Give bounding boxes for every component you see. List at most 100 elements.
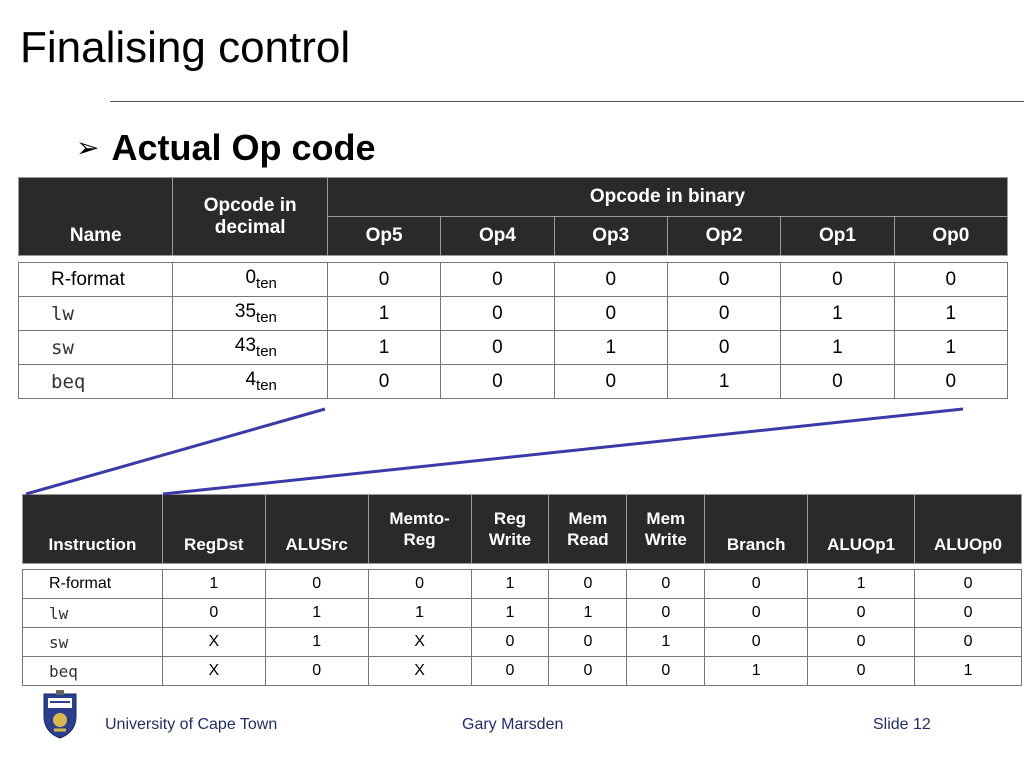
header-op0: Op0 — [893, 216, 1009, 256]
control-value-cell: 0 — [264, 656, 369, 686]
control-value-cell: 1 — [626, 627, 706, 657]
opcode-row: sw 43ten 1 0 1 0 1 1 — [17, 330, 1009, 365]
control-value-cell: 1 — [264, 598, 369, 628]
opcode-bit-cell: 0 — [893, 364, 1009, 399]
opcode-bit-cell: 0 — [553, 364, 668, 399]
control-value-cell: 1 — [264, 627, 369, 657]
header-decimal: Opcode in decimal — [172, 177, 328, 256]
opcode-bit-cell: 0 — [666, 330, 782, 365]
opcode-row: beq 4ten 0 0 0 1 0 0 — [17, 364, 1009, 399]
header-op2: Op2 — [666, 216, 782, 256]
control-header-cell: RegDst — [161, 494, 266, 564]
control-table: Instruction RegDst ALUSrc Memto- Reg Reg Write… — [22, 494, 1022, 686]
connector-line-right — [162, 407, 964, 496]
control-value-cell: 1 — [914, 656, 1022, 686]
decimal-subscript: ten — [256, 343, 277, 360]
opcode-bit-cell: 0 — [666, 262, 782, 297]
opcode-bit-cell: 1 — [666, 364, 782, 399]
control-value-cell: 1 — [807, 569, 916, 599]
header-binary: Opcode in binary — [326, 177, 1009, 217]
control-header-cell: ALUSrc — [264, 494, 369, 564]
decimal-subscript: ten — [256, 377, 277, 394]
bullet-item: ➢ Actual Op code — [76, 130, 376, 166]
header-line1: Mem — [568, 508, 608, 528]
header-line1: RegDst — [184, 534, 244, 554]
header-line2: Write — [488, 530, 532, 549]
control-value-cell: 0 — [914, 627, 1022, 657]
control-row-name: lw — [22, 598, 163, 628]
control-value-cell: 0 — [548, 656, 628, 686]
control-header-row: Instruction RegDst ALUSrc Memto- Reg Reg Write… — [22, 494, 1022, 564]
opcode-row-decimal: 4ten — [172, 364, 328, 399]
header-decimal-line2: decimal — [214, 216, 286, 238]
opcode-table-body: R-format 0ten 0 0 0 0 0 0 lw 35ten 1 0 0 0 1 1 sw 43ten 1 0… — [17, 262, 1009, 399]
control-row-name: sw — [22, 627, 163, 657]
control-value-cell: 1 — [470, 598, 550, 628]
header-op3: Op3 — [553, 216, 668, 256]
opcode-row-name: lw — [17, 296, 174, 331]
opcode-row-decimal: 43ten — [172, 330, 328, 365]
opcode-bit-cell: 0 — [780, 262, 895, 297]
bullet-text: Actual Op code — [111, 127, 376, 168]
header-line1: Memto- — [389, 508, 450, 528]
control-header-cell: Memto- Reg — [367, 494, 472, 564]
header-line1: ALUOp1 — [827, 534, 896, 554]
footer-slide-number: Slide 12 — [873, 716, 931, 733]
header-line1: Mem — [646, 508, 686, 528]
control-row-name: beq — [22, 656, 163, 686]
header-line1: ALUOp0 — [934, 534, 1003, 554]
control-value-cell: 0 — [367, 569, 472, 599]
opcode-bit-cell: 0 — [440, 296, 555, 331]
header-line1: Branch — [726, 534, 786, 554]
header-name: Name — [17, 177, 174, 256]
opcode-bit-cell: 1 — [893, 330, 1009, 365]
control-value-cell: 1 — [704, 656, 809, 686]
control-header-cell: Mem Write — [626, 494, 706, 564]
control-header-cell: Instruction — [22, 494, 163, 564]
control-table-body: R-format 1 0 0 1 0 0 0 1 0 lw 0 1 1 1 1 0 0 0 0 sw X 1 X 0 0 1 0 0 0 b… — [22, 569, 1022, 686]
opcode-bit-cell: 1 — [780, 330, 895, 365]
header-line1: Instruction — [48, 534, 137, 554]
control-value-cell: 0 — [264, 569, 369, 599]
control-header-cell: Branch — [704, 494, 809, 564]
opcode-bit-cell: 0 — [553, 296, 668, 331]
title-divider — [110, 101, 1024, 102]
header-line2: Read — [567, 530, 609, 549]
slide-title: Finalising control — [20, 23, 351, 72]
opcode-row: lw 35ten 1 0 0 0 1 1 — [17, 296, 1009, 331]
footer-author: Gary Marsden — [462, 716, 564, 733]
control-value-cell: 0 — [161, 598, 266, 628]
arrow-bullet-icon: ➢ — [76, 132, 100, 163]
decimal-value: 35 — [234, 301, 257, 322]
control-value-cell: 0 — [548, 627, 628, 657]
decimal-subscript: ten — [256, 275, 277, 292]
university-crest-icon — [43, 690, 77, 739]
decimal-value: 4 — [245, 369, 257, 390]
connector-line-left — [25, 407, 326, 496]
control-row: beq X 0 X 0 0 0 1 0 1 — [22, 656, 1022, 686]
control-value-cell: 1 — [367, 598, 472, 628]
header-line1: ALUSrc — [285, 534, 348, 554]
header-decimal-line1: Opcode in — [203, 194, 297, 216]
control-value-cell: 0 — [807, 627, 916, 657]
decimal-subscript: ten — [256, 309, 277, 326]
control-value-cell: 0 — [548, 569, 628, 599]
control-header-cell: Mem Read — [548, 494, 628, 564]
header-line1: Reg — [493, 508, 527, 528]
control-header-cell: ALUOp1 — [807, 494, 916, 564]
opcode-row: R-format 0ten 0 0 0 0 0 0 — [17, 262, 1009, 297]
control-value-cell: 0 — [470, 656, 550, 686]
footer-institution: University of Cape Town — [105, 716, 278, 733]
header-line2: Reg — [403, 530, 436, 549]
control-value-cell: 0 — [704, 598, 809, 628]
header-line2: Write — [644, 530, 687, 549]
header-op4: Op4 — [440, 216, 555, 256]
opcode-bit-cell: 0 — [780, 364, 895, 399]
control-value-cell: 0 — [807, 656, 916, 686]
opcode-row-name: beq — [17, 364, 174, 399]
control-header-cell: ALUOp0 — [914, 494, 1022, 564]
header-op5: Op5 — [326, 216, 442, 256]
decimal-value: 43 — [234, 335, 257, 356]
decimal-value: 0 — [245, 267, 257, 288]
